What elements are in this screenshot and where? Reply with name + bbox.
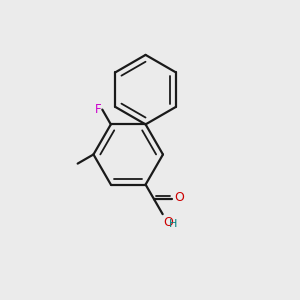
Text: F: F (94, 103, 101, 116)
Text: O: O (163, 216, 173, 229)
Text: H: H (169, 219, 178, 230)
Text: O: O (175, 191, 184, 204)
